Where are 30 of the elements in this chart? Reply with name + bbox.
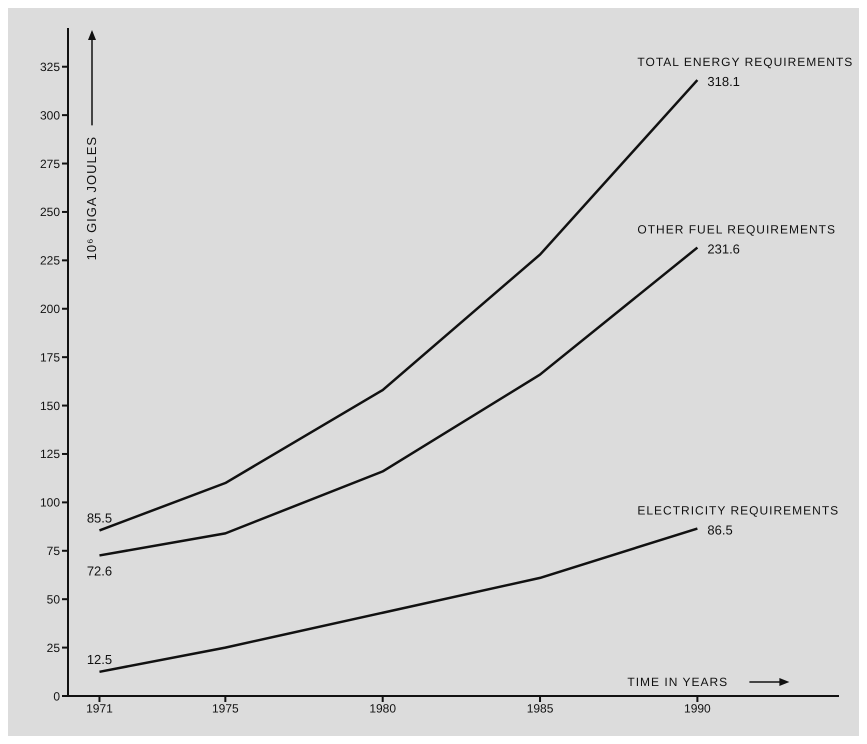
text: TOTAL ENERGY REQUIREMENTS bbox=[637, 55, 854, 70]
x-tick-label: 1985 bbox=[526, 702, 554, 716]
data-label: 231.6 bbox=[707, 242, 740, 257]
x-tick-label: 1971 bbox=[86, 702, 114, 716]
y-tick-label: 25 bbox=[46, 640, 60, 655]
y-axis-title: 10⁶ GIGA JOULES bbox=[84, 136, 99, 260]
text: OTHER FUEL REQUIREMENTS bbox=[637, 222, 836, 237]
y-tick-label: 0 bbox=[53, 689, 60, 704]
data-label: 12.5 bbox=[86, 652, 112, 667]
y-tick-label: 50 bbox=[46, 592, 60, 606]
y-tick-label: 300 bbox=[40, 108, 60, 122]
y-tick-label: 175 bbox=[40, 350, 60, 364]
y-tick-label: 200 bbox=[40, 302, 60, 316]
x-tick-label: 1990 bbox=[684, 702, 712, 716]
y-tick-label: 100 bbox=[40, 496, 60, 510]
y-tick-label: 225 bbox=[40, 254, 60, 268]
x-axis-title: TIME IN YEARS bbox=[627, 675, 728, 689]
y-tick-label: 75 bbox=[46, 544, 60, 558]
y-tick-label: 250 bbox=[40, 205, 60, 220]
data-label: 318.1 bbox=[707, 74, 740, 90]
x-tick-label: 1975 bbox=[212, 702, 240, 716]
data-label: 86.5 bbox=[707, 522, 733, 538]
y-tick-label: 125 bbox=[40, 447, 60, 462]
text: ELECTRICITY REQUIREMENTS bbox=[637, 504, 840, 518]
data-label: 85.5 bbox=[86, 510, 112, 526]
y-tick-label: 275 bbox=[40, 156, 60, 171]
x-tick-label: 1980 bbox=[369, 702, 396, 716]
y-tick-label: 325 bbox=[40, 60, 60, 74]
y-tick-label: 150 bbox=[40, 398, 60, 413]
data-label: 72.6 bbox=[86, 563, 112, 578]
